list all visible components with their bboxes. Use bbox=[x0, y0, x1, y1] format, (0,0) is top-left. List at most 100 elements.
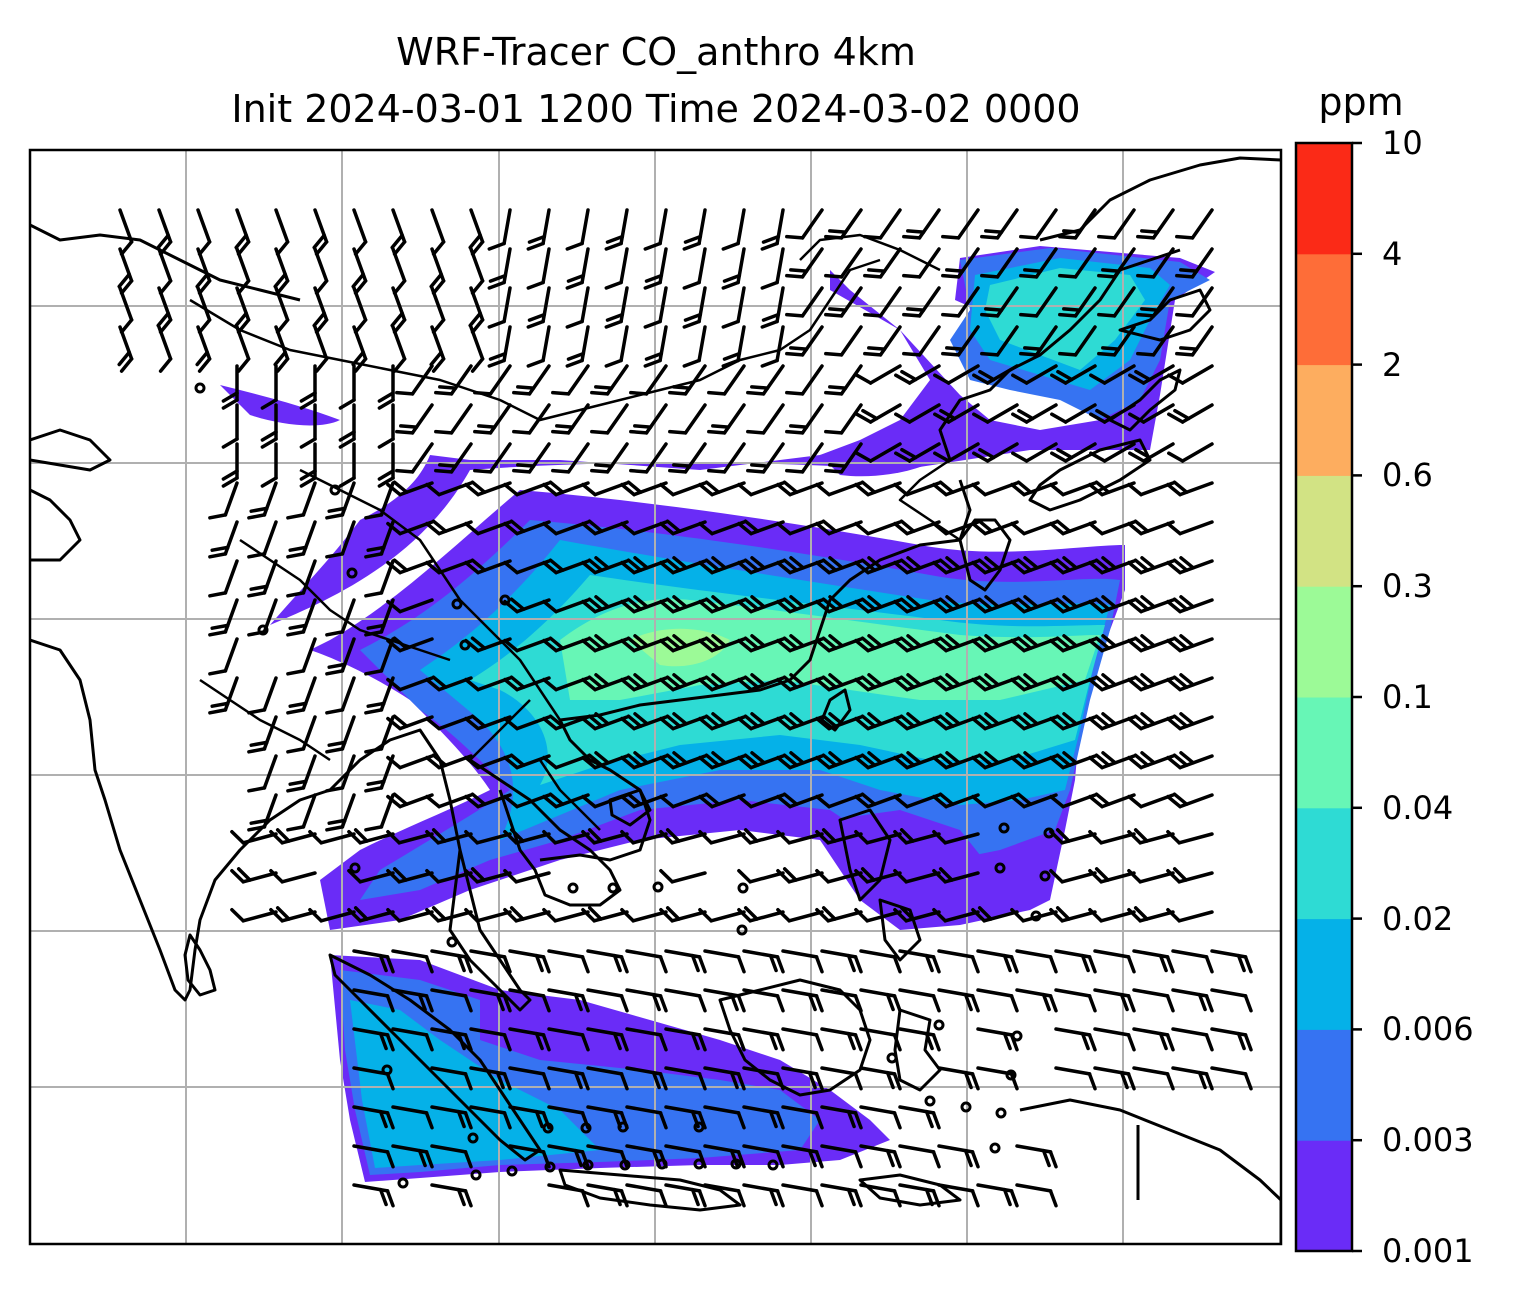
calm-wind-circle bbox=[989, 1142, 1001, 1154]
wind-barb-stroke bbox=[286, 708, 306, 715]
wind-barb-stroke bbox=[984, 712, 1000, 726]
wind-barb-stroke bbox=[885, 1148, 895, 1168]
wind-barb-stroke bbox=[581, 638, 597, 653]
wind-barb-stroke bbox=[223, 559, 239, 595]
wind-barb-stroke bbox=[464, 482, 480, 497]
wind-barb-stroke bbox=[581, 560, 597, 575]
wind-barb-stroke bbox=[580, 955, 590, 974]
wind-barb-stroke bbox=[434, 429, 454, 435]
wind-barb-stroke bbox=[932, 677, 948, 692]
wind-barb-stroke bbox=[386, 599, 402, 614]
map-subtitle: Init 2024-03-01 1200 Time 2024-03-02 000… bbox=[231, 87, 1081, 131]
wind-barb-stroke bbox=[1023, 751, 1039, 765]
wind-barb-stroke bbox=[274, 208, 290, 244]
wind-barb-stroke bbox=[542, 521, 558, 536]
wind-barb-stroke bbox=[980, 351, 1000, 357]
wind-barb-stroke bbox=[707, 390, 727, 396]
wind-barb-stroke bbox=[899, 675, 916, 689]
wind-barb-stroke bbox=[1088, 677, 1104, 692]
wind-barb-stroke bbox=[659, 521, 675, 536]
wind-barb-stroke bbox=[748, 871, 785, 884]
wind-barb-stroke bbox=[464, 677, 480, 692]
wind-barb-stroke bbox=[977, 906, 993, 921]
wind-barb-stroke bbox=[893, 599, 909, 614]
wind-barb-stroke bbox=[729, 992, 739, 1012]
wind-barb-stroke bbox=[1094, 714, 1111, 728]
wind-barb-stroke bbox=[736, 1189, 746, 1208]
wind-barb-stroke bbox=[782, 597, 799, 611]
wind-barb-stroke bbox=[1101, 751, 1117, 765]
wind-barb-stroke bbox=[456, 1031, 466, 1051]
wind-barb-stroke bbox=[308, 829, 323, 845]
wind-barb-stroke bbox=[665, 753, 682, 767]
wind-barb-stroke bbox=[854, 829, 869, 845]
wind-barb-stroke bbox=[853, 1072, 863, 1091]
wind-barb-stroke bbox=[1089, 451, 1107, 463]
wind-barb-stroke bbox=[604, 358, 623, 368]
wind-barb-stroke bbox=[1015, 949, 1053, 959]
calm-wind-circle bbox=[451, 598, 463, 610]
wind-barb-stroke bbox=[620, 521, 636, 536]
wind-barb-stroke bbox=[392, 480, 409, 494]
wind-barb-stroke bbox=[1041, 992, 1051, 1012]
wind-barb-stroke bbox=[430, 208, 446, 244]
colorbar-swatch bbox=[1296, 1140, 1352, 1252]
wind-barb-stroke bbox=[931, 1150, 941, 1169]
wind-barb-stroke bbox=[1011, 451, 1029, 463]
wind-barb-stroke bbox=[931, 1111, 941, 1130]
wind-barb-stroke bbox=[658, 1189, 668, 1208]
wind-barb-stroke bbox=[937, 949, 975, 959]
wind-barb-stroke bbox=[690, 953, 700, 973]
wind-barb-stroke bbox=[566, 442, 590, 474]
wind-barb-stroke bbox=[854, 599, 870, 614]
wind-barb-stroke bbox=[1016, 636, 1033, 650]
wind-barb-stroke bbox=[626, 714, 643, 728]
wind-barb-stroke bbox=[392, 240, 407, 256]
colorbar-tick-label: 0.6 bbox=[1382, 456, 1433, 495]
wind-barb-stroke bbox=[885, 992, 895, 1012]
wind-barb-stroke bbox=[906, 712, 922, 726]
wind-barb-stroke bbox=[392, 636, 409, 650]
wind-barb-stroke bbox=[893, 794, 909, 809]
wind-barb-stroke bbox=[431, 357, 446, 373]
wind-barb-stroke bbox=[860, 480, 877, 494]
wind-barb-stroke bbox=[868, 364, 902, 385]
wind-barb-stroke bbox=[429, 350, 443, 367]
wind-barb-stroke bbox=[814, 955, 824, 974]
wind-barb-stroke bbox=[230, 868, 245, 884]
wind-barb-stroke bbox=[395, 468, 415, 474]
wind-barb-stroke bbox=[781, 949, 819, 959]
wind-barb-stroke bbox=[1048, 1150, 1058, 1169]
wind-barb-stroke bbox=[456, 953, 466, 973]
wind-barb-stroke bbox=[625, 1027, 663, 1037]
wind-barb-stroke bbox=[867, 595, 883, 609]
wind-barb-stroke bbox=[314, 240, 329, 256]
wind-barb-stroke bbox=[658, 286, 668, 324]
wind-barb-stroke bbox=[230, 907, 245, 923]
wind-barb-stroke bbox=[386, 755, 402, 770]
wind-barb-stroke bbox=[898, 988, 936, 998]
wind-barb-stroke bbox=[1127, 599, 1143, 614]
wind-barb-stroke bbox=[743, 675, 760, 689]
wind-barb-stroke bbox=[385, 1111, 395, 1130]
wind-barb-stroke bbox=[776, 716, 792, 731]
wind-barb-stroke bbox=[542, 638, 558, 653]
wind-barb-stroke bbox=[119, 279, 134, 295]
wind-barb-stroke bbox=[364, 786, 384, 793]
wind-barb-stroke bbox=[1136, 351, 1156, 357]
wind-barb-stroke bbox=[789, 268, 809, 273]
wind-barb-stroke bbox=[221, 437, 239, 449]
wind-barb-stroke bbox=[633, 673, 649, 687]
wind-barb-stroke bbox=[487, 241, 506, 251]
wind-barb-stroke bbox=[785, 273, 805, 279]
wind-barb-stroke bbox=[431, 753, 448, 767]
wind-barb-stroke bbox=[1055, 753, 1072, 767]
wind-barb-stroke bbox=[854, 638, 870, 653]
wind-barb-stroke bbox=[776, 638, 792, 653]
wind-barb-stroke bbox=[247, 747, 267, 754]
wind-barb-stroke bbox=[737, 755, 753, 770]
wind-barb-stroke bbox=[711, 424, 731, 429]
wind-barb-stroke bbox=[1017, 408, 1035, 421]
wind-barb-stroke bbox=[698, 560, 714, 575]
wind-barb-stroke bbox=[286, 669, 306, 676]
